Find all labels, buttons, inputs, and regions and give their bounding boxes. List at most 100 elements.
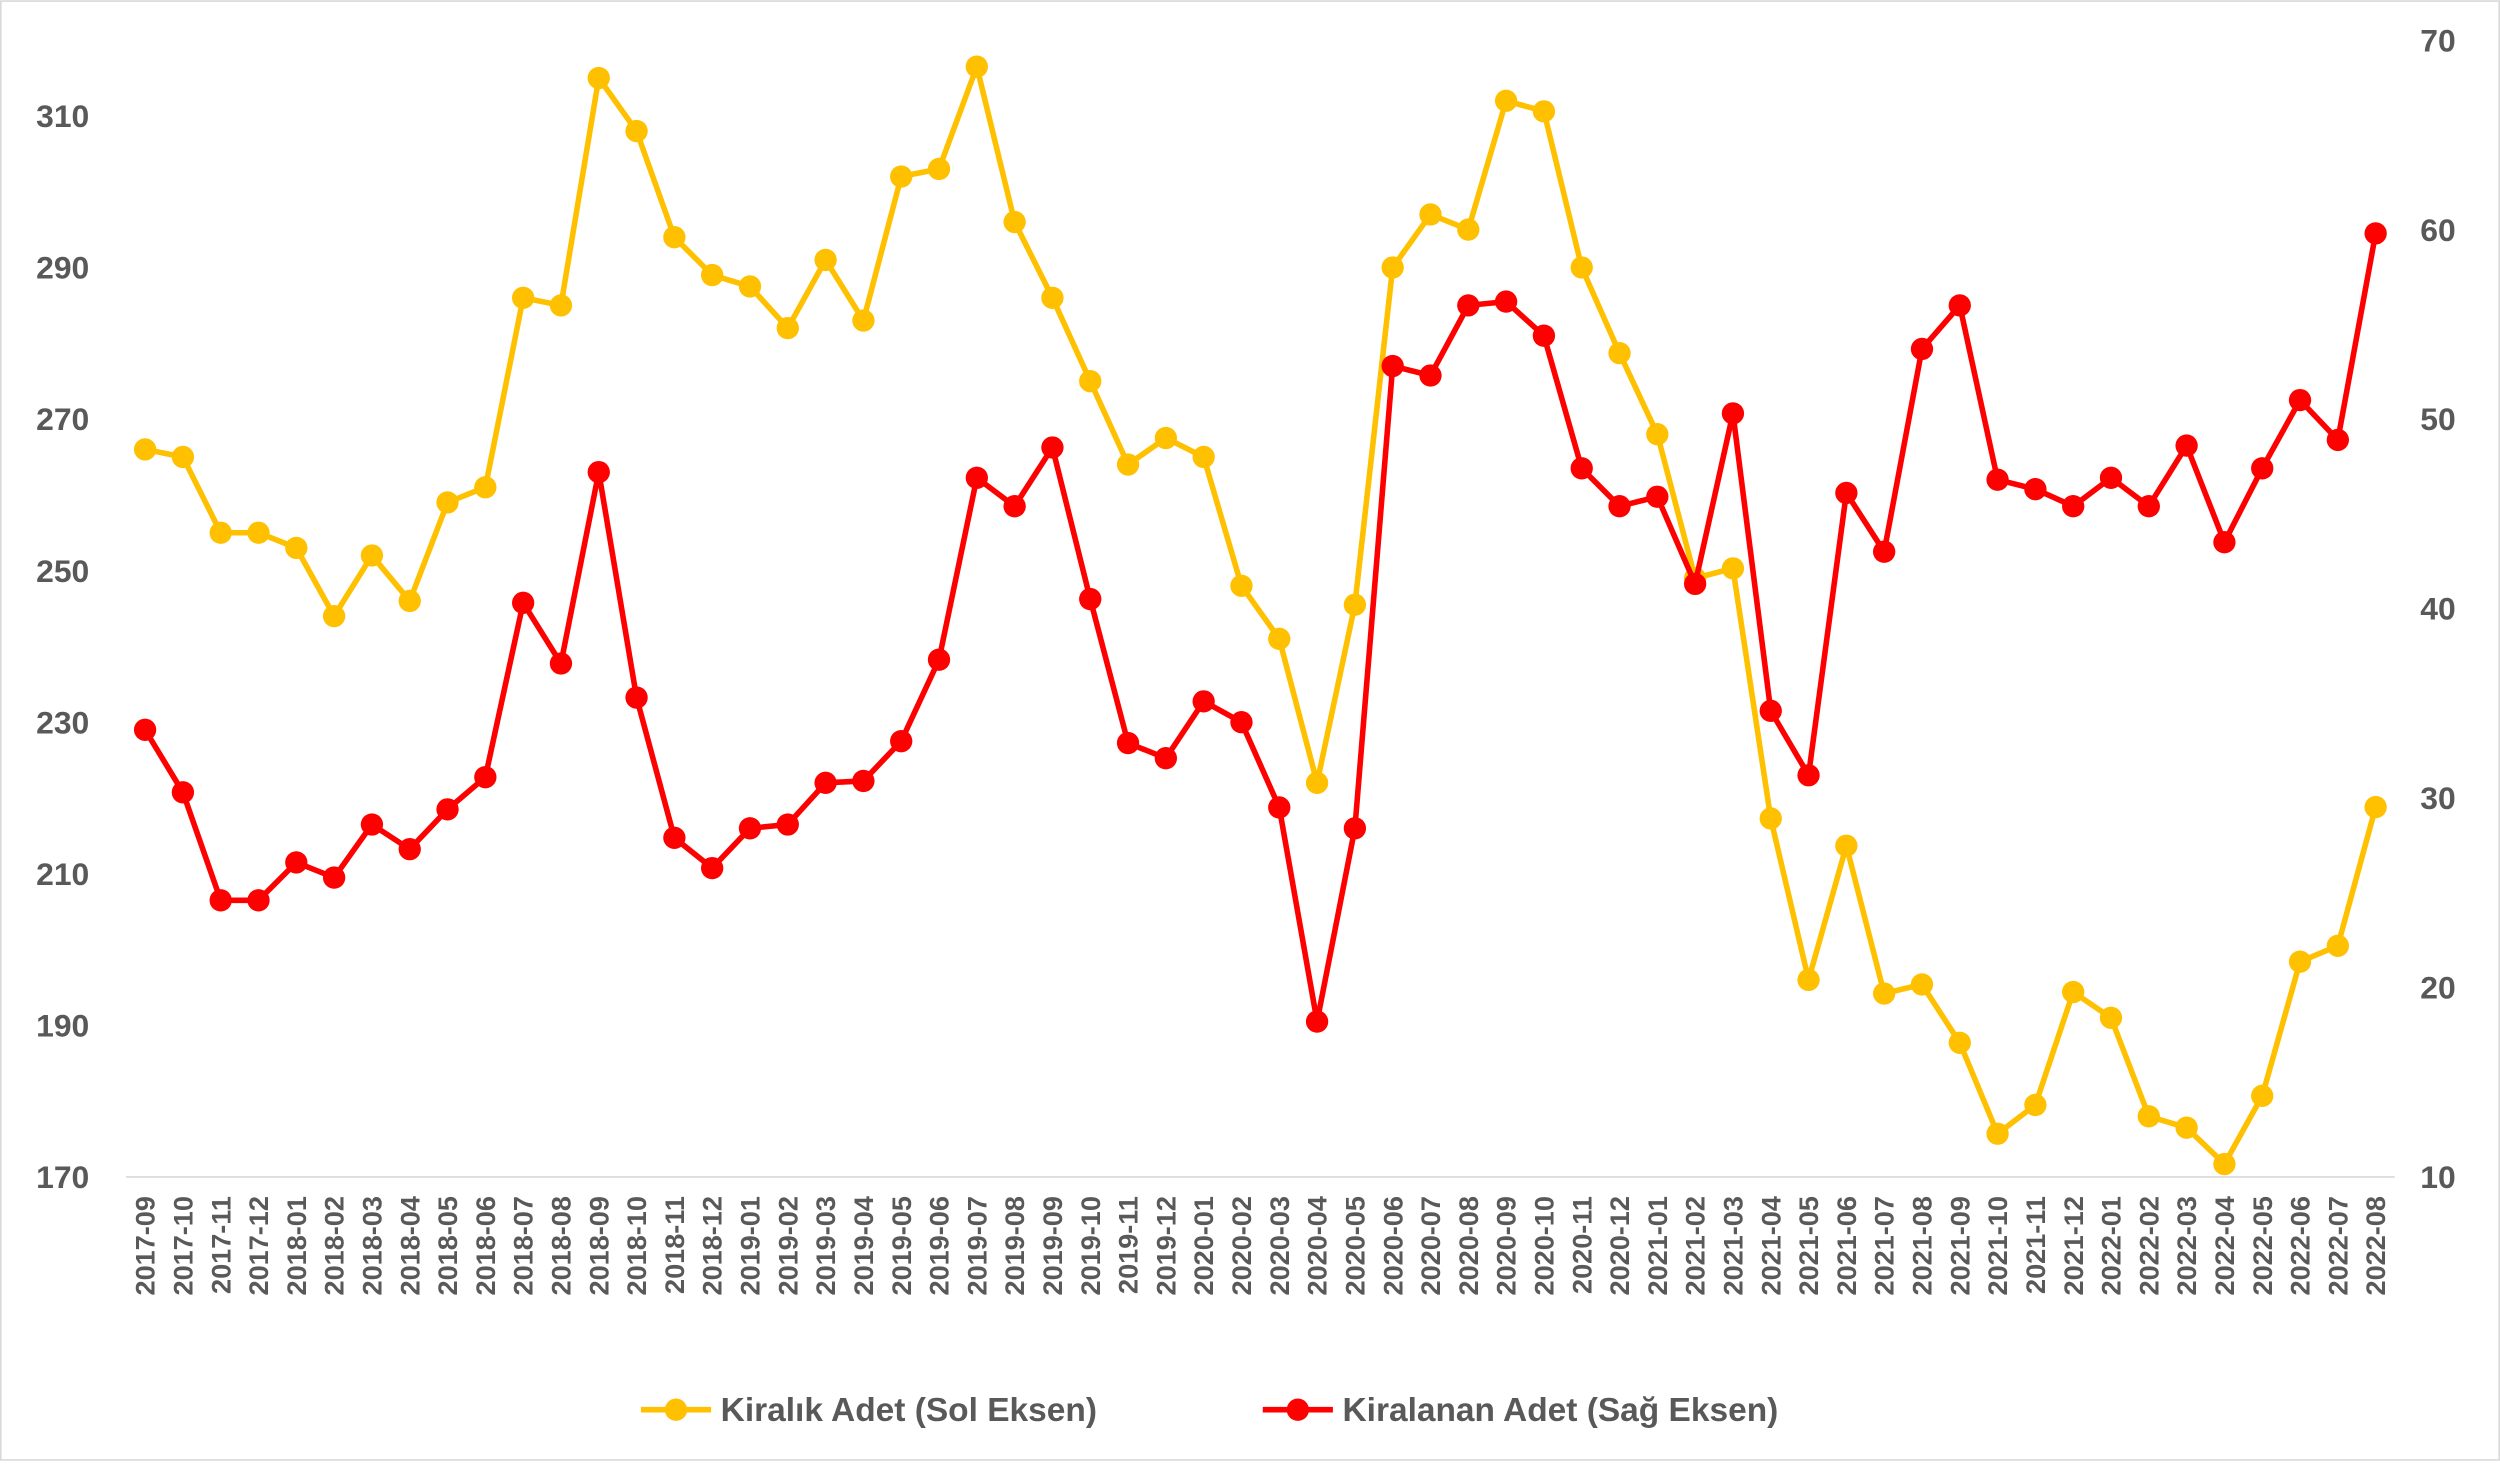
data-point [171, 445, 195, 469]
data-point [1419, 364, 1442, 387]
data-point [1986, 468, 2009, 491]
x-tick-label: 2020-06 [1377, 1196, 1408, 1295]
data-point [1948, 294, 1971, 317]
data-point [171, 781, 195, 804]
x-tick-label: 2017-10 [167, 1196, 198, 1295]
data-point [2213, 531, 2236, 554]
data-point [1721, 557, 1745, 580]
data-point [890, 165, 913, 188]
data-point [474, 476, 497, 499]
x-tick-label: 2021-12 [2058, 1196, 2089, 1295]
data-point [2251, 1084, 2274, 1107]
data-point [701, 263, 724, 287]
data-point [2137, 1105, 2160, 1128]
data-point [1646, 485, 1669, 508]
x-tick-label: 2021-09 [1944, 1196, 1975, 1295]
data-point [1230, 574, 1253, 597]
data-point [852, 309, 875, 332]
data-point [474, 765, 497, 789]
y2-tick-label: 10 [2420, 1159, 2455, 1195]
data-point [1835, 481, 1858, 505]
x-tick-label: 2022-01 [2096, 1196, 2127, 1295]
data-point [209, 889, 232, 912]
x-tick-label: 2022-08 [2360, 1196, 2391, 1295]
data-point [2364, 795, 2387, 819]
x-tick-label: 2017-09 [130, 1196, 161, 1295]
data-point [625, 686, 648, 709]
x-tick-label: 2019-07 [961, 1196, 992, 1295]
x-tick-label: 2018-04 [394, 1196, 425, 1295]
x-tick-label: 2018-12 [697, 1196, 728, 1295]
data-point [1154, 426, 1178, 450]
data-point [927, 648, 951, 671]
x-tick-label: 2018-05 [432, 1196, 463, 1295]
x-tick-label: 2022-02 [2133, 1196, 2164, 1295]
data-point [1419, 203, 1442, 226]
data-point [436, 798, 459, 821]
x-tick-label: 2021-08 [1907, 1196, 1938, 1295]
data-point [1003, 495, 1026, 518]
x-tick-label: 2020-10 [1528, 1196, 1559, 1295]
y2-tick-label: 20 [2420, 970, 2455, 1006]
data-point [2024, 1093, 2047, 1117]
legend-label: Kiralanan Adet (Sağ Eksen) [1342, 1392, 1778, 1429]
data-point [1381, 354, 1404, 378]
data-point [1116, 731, 1140, 755]
data-point [1683, 572, 1707, 596]
data-point [1154, 747, 1178, 770]
data-point [1532, 324, 1556, 347]
x-tick-label: 2018-02 [319, 1196, 350, 1295]
data-point [1003, 210, 1026, 234]
y-tick-label: 290 [36, 250, 89, 286]
y2-tick-label: 70 [2420, 22, 2455, 58]
x-tick-label: 2021-01 [1642, 1196, 1673, 1295]
y2-tick-label: 30 [2420, 780, 2455, 816]
x-tick-label: 2021-07 [1869, 1196, 1900, 1295]
data-point [701, 856, 724, 880]
data-point [1721, 402, 1745, 425]
y-tick-label: 310 [36, 98, 89, 134]
data-point [360, 813, 384, 836]
data-point [776, 813, 799, 836]
data-point [2288, 950, 2312, 973]
x-tick-label: 2019-09 [1037, 1196, 1068, 1295]
data-point [2213, 1152, 2236, 1176]
y2-tick-label: 50 [2420, 401, 2455, 437]
y-tick-label: 190 [36, 1008, 89, 1044]
x-tick-label: 2019-11 [1113, 1196, 1144, 1294]
x-tick-label: 2020-08 [1453, 1196, 1484, 1295]
x-tick-label: 2019-04 [848, 1196, 879, 1295]
data-point [1986, 1122, 2009, 1145]
data-point [1570, 457, 1593, 480]
y2-tick-label: 60 [2420, 212, 2455, 248]
x-tick-label: 2019-02 [772, 1196, 803, 1295]
data-point [965, 466, 988, 489]
data-point [965, 55, 988, 78]
data-point [2137, 495, 2160, 518]
data-point [1759, 807, 1782, 830]
data-point [814, 248, 837, 272]
data-point [1873, 982, 1896, 1005]
data-point [1192, 445, 1215, 469]
data-point [927, 157, 951, 181]
data-point [814, 771, 837, 794]
x-tick-label: 2021-04 [1755, 1196, 1786, 1295]
data-point [890, 729, 913, 753]
x-tick-label: 2021-06 [1831, 1196, 1862, 1295]
data-point [1532, 100, 1556, 123]
x-tick-label: 2019-05 [886, 1196, 917, 1295]
data-point [285, 851, 308, 874]
data-point [587, 66, 610, 90]
x-tick-label: 2019-03 [810, 1196, 841, 1295]
data-point [1608, 495, 1631, 518]
data-point [1910, 973, 1934, 996]
data-point [1079, 587, 1102, 611]
data-point [1457, 294, 1480, 317]
x-tick-label: 2020-11 [1566, 1196, 1597, 1294]
x-tick-label: 2020-12 [1604, 1196, 1635, 1295]
x-tick-label: 2021-10 [1982, 1196, 2013, 1295]
data-point [2288, 388, 2312, 412]
data-point [436, 491, 459, 514]
data-point [738, 817, 762, 840]
